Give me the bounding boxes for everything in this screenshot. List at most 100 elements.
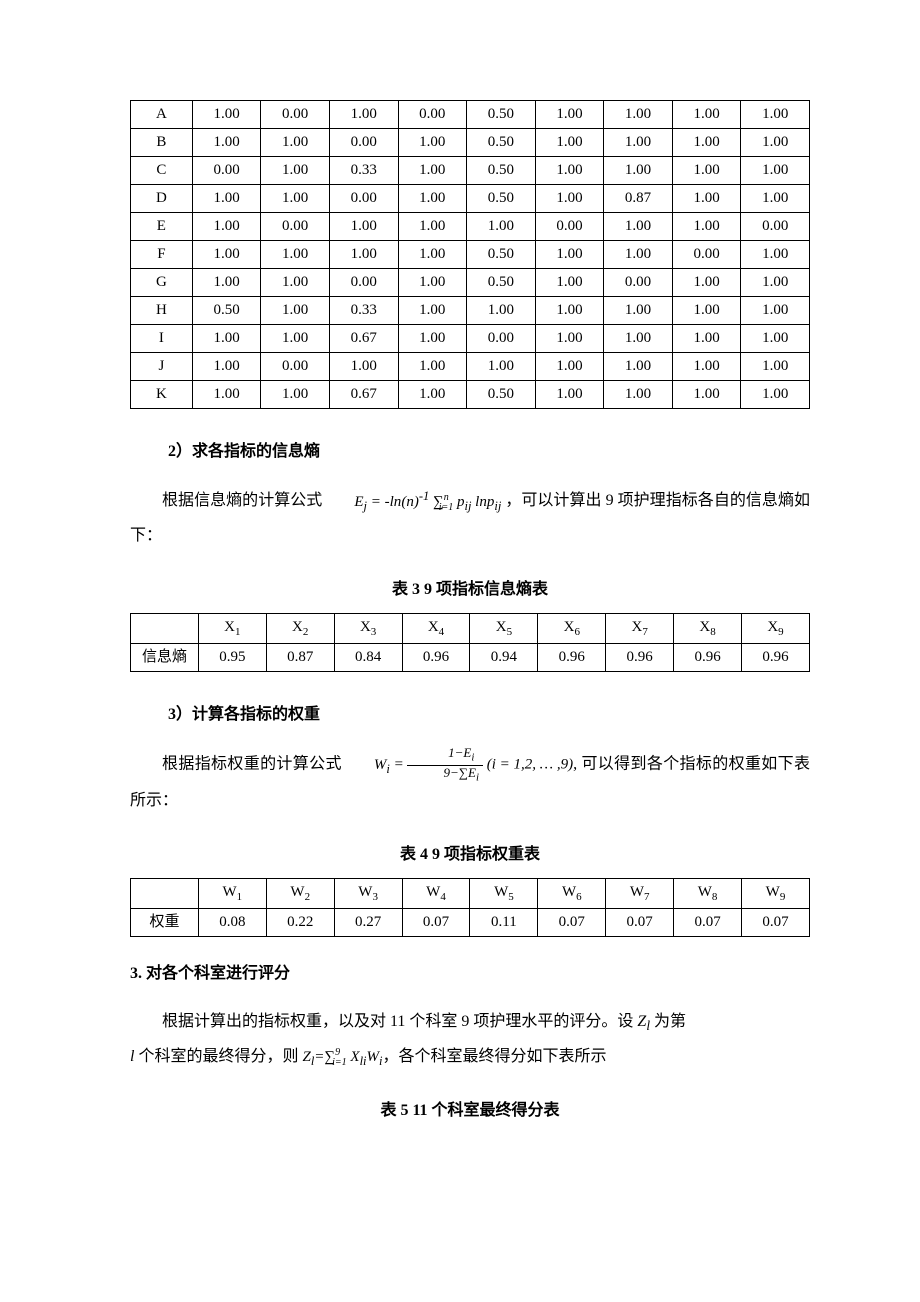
table-cell: 1.00 <box>535 297 604 325</box>
table-row: H0.501.000.331.001.001.001.001.001.00 <box>131 297 810 325</box>
table-row: I1.001.000.671.000.001.001.001.001.00 <box>131 325 810 353</box>
table-cell: 1.00 <box>192 381 261 409</box>
table-cell: 0.22 <box>266 909 334 937</box>
table-header-cell: W8 <box>674 878 742 908</box>
caption-table5: 表 5 11 个科室最终得分表 <box>130 1096 810 1120</box>
table-cell: 0.96 <box>674 644 742 672</box>
table-cell: 1.00 <box>604 101 673 129</box>
table-row: 权重0.080.220.270.070.110.070.070.070.07 <box>131 909 810 937</box>
table-cell: 0.33 <box>329 297 398 325</box>
table-cell <box>131 878 199 908</box>
para-sec4-b: l 个科室的最终得分，则 Zl=∑9i=1 XliWi，各个科室最终得分如下表所… <box>130 1040 810 1074</box>
table-header-cell: W6 <box>538 878 606 908</box>
table-cell: 1.00 <box>741 269 810 297</box>
table-cell: 0.00 <box>261 353 330 381</box>
table-cell: I <box>131 325 193 353</box>
para-sec4-a: 根据计算出的指标权重，以及对 11 个科室 9 项护理水平的评分。设 Zl 为第 <box>130 1005 810 1040</box>
table-cell: 0.96 <box>538 644 606 672</box>
table-cell: 1.00 <box>261 129 330 157</box>
table-cell: 1.00 <box>192 185 261 213</box>
table-cell: 1.00 <box>398 185 467 213</box>
table-cell: 0.87 <box>604 185 673 213</box>
table-header-cell: W3 <box>334 878 402 908</box>
table-cell: 1.00 <box>604 213 673 241</box>
table-cell: 1.00 <box>672 157 741 185</box>
table-cell: 0.87 <box>266 644 334 672</box>
text-sec4a-prefix: 根据计算出的指标权重，以及对 11 个科室 9 项护理水平的评分。设 <box>162 1013 637 1030</box>
table-cell: 0.00 <box>261 101 330 129</box>
table-cell: 1.00 <box>329 101 398 129</box>
table-cell: 1.00 <box>535 101 604 129</box>
table-cell: 1.00 <box>535 129 604 157</box>
table-cell: 0.00 <box>535 213 604 241</box>
table-cell: 0.00 <box>329 129 398 157</box>
table-cell: 1.00 <box>604 381 673 409</box>
table-cell: 1.00 <box>741 353 810 381</box>
table-header-cell: W4 <box>402 878 470 908</box>
text-sec2-prefix: 根据信息熵的计算公式 <box>162 492 322 509</box>
table-cell: 1.00 <box>467 353 536 381</box>
table-cell: C <box>131 157 193 185</box>
table-cell: 0.00 <box>329 185 398 213</box>
formula-entropy: Ej = -ln(n)-1 ∑ni=1 pij lnpij <box>322 483 501 519</box>
table-row: 信息熵0.950.870.840.960.940.960.960.960.96 <box>131 644 810 672</box>
text-sec3-prefix: 根据指标权重的计算公式 <box>162 756 342 773</box>
table-cell: 0.07 <box>742 909 810 937</box>
table-cell: 0.07 <box>606 909 674 937</box>
text-sec4b-suffix: ，各个科室最终得分如下表所示 <box>383 1048 607 1065</box>
table-cell: 0.96 <box>742 644 810 672</box>
heading-sec2: 2）求各指标的信息熵 <box>168 437 810 461</box>
table-cell: 1.00 <box>672 101 741 129</box>
table-cell: 1.00 <box>535 325 604 353</box>
table-cell: 1.00 <box>261 185 330 213</box>
table-row: J1.000.001.001.001.001.001.001.001.00 <box>131 353 810 381</box>
table-cell: 1.00 <box>467 213 536 241</box>
table-cell: 1.00 <box>672 185 741 213</box>
table-cell: 0.00 <box>398 101 467 129</box>
table-cell: 1.00 <box>261 297 330 325</box>
table-cell: 1.00 <box>741 241 810 269</box>
table-header-cell: X7 <box>606 613 674 643</box>
table-cell: 0.07 <box>538 909 606 937</box>
table-cell: 1.00 <box>398 269 467 297</box>
table-entropy: X1X2X3X4X5X6X7X8X9信息熵0.950.870.840.960.9… <box>130 613 810 672</box>
table-header-cell: X8 <box>674 613 742 643</box>
table-cell: 1.00 <box>535 157 604 185</box>
table-cell: 1.00 <box>467 297 536 325</box>
table-cell: 0.67 <box>329 381 398 409</box>
table-cell: 1.00 <box>192 213 261 241</box>
table-cell: 0.50 <box>467 129 536 157</box>
table-cell: 0.33 <box>329 157 398 185</box>
table-weights: W1W2W3W4W5W6W7W8W9权重0.080.220.270.070.11… <box>130 878 810 937</box>
table-cell: 1.00 <box>672 297 741 325</box>
table-cell: 0.00 <box>261 213 330 241</box>
heading-sec3: 3）计算各指标的权重 <box>168 700 810 724</box>
table-cell: 0.50 <box>192 297 261 325</box>
table-cell: 1.00 <box>398 129 467 157</box>
formula-weight: Wi = 1−Ei9−∑Ei (i = 1,2, … ,9) <box>342 746 573 784</box>
table-cell: 0.50 <box>467 185 536 213</box>
table-cell: 0.07 <box>402 909 470 937</box>
table-header-cell: X4 <box>402 613 470 643</box>
table-row: A1.000.001.000.000.501.001.001.001.00 <box>131 101 810 129</box>
table-cell: 1.00 <box>192 101 261 129</box>
table-cell: 1.00 <box>329 353 398 381</box>
table-cell: 0.27 <box>334 909 402 937</box>
table-cell: 1.00 <box>261 269 330 297</box>
table-cell: 1.00 <box>398 353 467 381</box>
text-sec4a-suffix: 为第 <box>650 1013 686 1030</box>
table-cell: 1.00 <box>741 185 810 213</box>
table-cell: 0.11 <box>470 909 538 937</box>
table-cell: 0.96 <box>606 644 674 672</box>
table-cell: 1.00 <box>261 325 330 353</box>
table-row: C0.001.000.331.000.501.001.001.001.00 <box>131 157 810 185</box>
table-cell: 1.00 <box>672 325 741 353</box>
formula-score: Zl=∑9i=1 XliWi <box>302 1042 382 1074</box>
table-cell: 1.00 <box>741 129 810 157</box>
table-header-cell: W2 <box>266 878 334 908</box>
table-cell: 1.00 <box>192 241 261 269</box>
table-cell: 1.00 <box>192 269 261 297</box>
table-cell: 1.00 <box>741 157 810 185</box>
table-cell: 1.00 <box>535 353 604 381</box>
table-header-cell: X9 <box>742 613 810 643</box>
